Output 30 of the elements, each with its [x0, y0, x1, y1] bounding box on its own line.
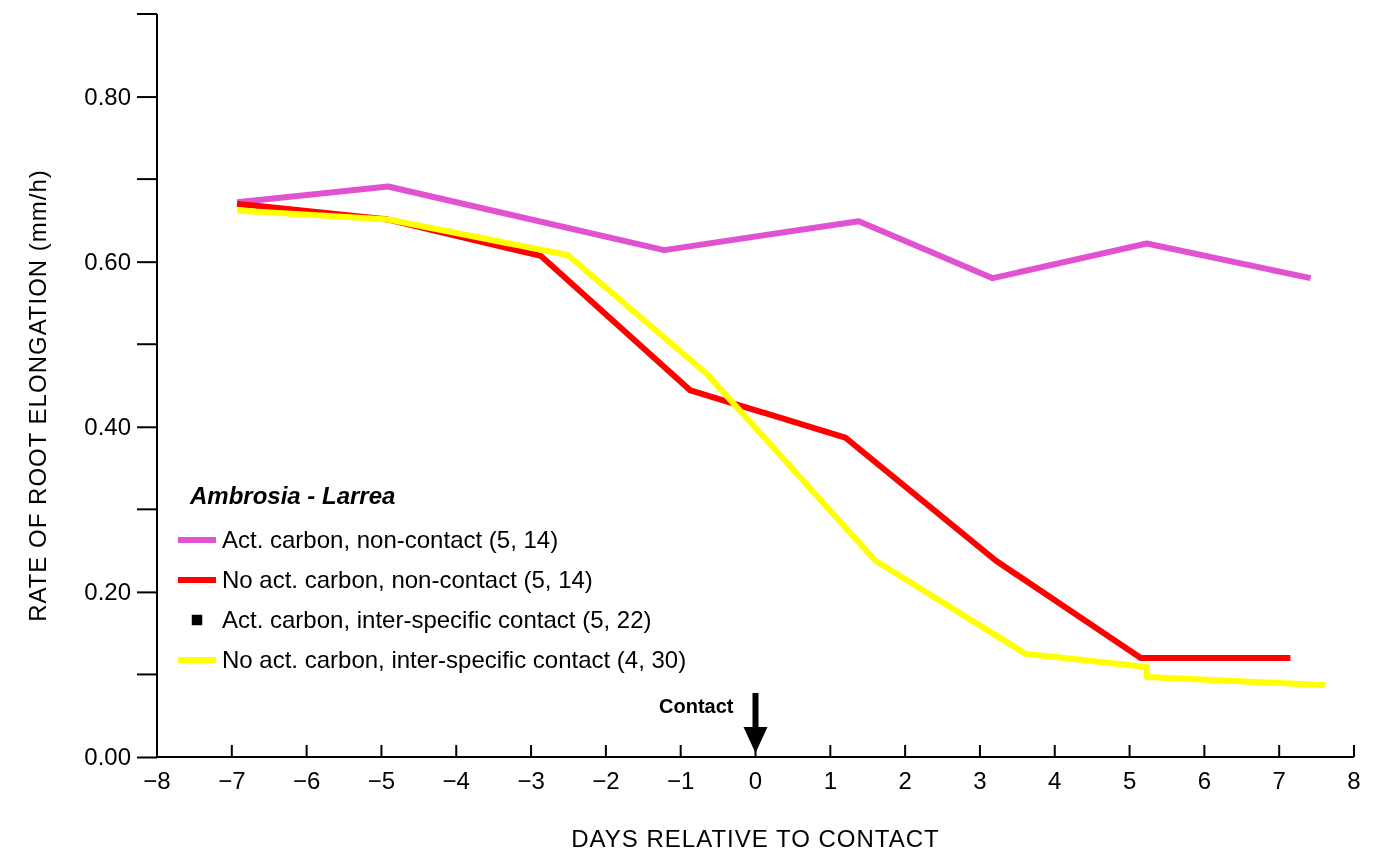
x-tick-label: −3: [517, 767, 545, 794]
y-tick-label: 0.40: [84, 412, 131, 440]
x-tick-label: 3: [973, 767, 987, 794]
x-tick-label: 2: [898, 767, 912, 794]
legend-title: Ambrosia - Larrea: [189, 482, 396, 509]
x-tick-label: −4: [442, 767, 470, 794]
y-tick-label: 0.20: [84, 578, 131, 606]
x-tick-label: −5: [367, 767, 396, 794]
x-tick-label: 6: [1197, 767, 1212, 794]
legend-label: Act. carbon, inter-specific contact (5, 22): [222, 606, 652, 634]
x-tick-label: −8: [143, 767, 171, 794]
legend-label: Act. carbon, non-contact (5, 14): [222, 526, 559, 554]
annotation: Contact: [659, 695, 734, 717]
y-tick-label: 0.80: [84, 82, 131, 110]
x-tick-label: −1: [667, 767, 695, 794]
x-tick-label: 7: [1272, 767, 1286, 794]
x-tick-label: −7: [218, 767, 246, 794]
x-tick-label: −6: [292, 767, 321, 794]
y-axis-title: RATE OF ROOT ELONGATION (mm/h): [24, 169, 51, 622]
y-tick-label: 0.60: [84, 247, 131, 275]
x-tick-label: 1: [823, 767, 837, 794]
x-tick-label: −2: [592, 767, 620, 794]
legend-label: No act. carbon, non-contact (5, 14): [222, 566, 593, 594]
x-tick-label: 8: [1347, 767, 1361, 794]
x-tick-label: 0: [748, 767, 763, 794]
x-tick-label: 5: [1122, 767, 1137, 794]
x-tick-label: 4: [1048, 767, 1062, 794]
x-axis-title: DAYS RELATIVE TO CONTACT: [571, 825, 940, 852]
y-tick-label: 0.00: [84, 743, 131, 771]
legend-label: No act. carbon, inter-specific contact (4, 30): [222, 646, 687, 674]
